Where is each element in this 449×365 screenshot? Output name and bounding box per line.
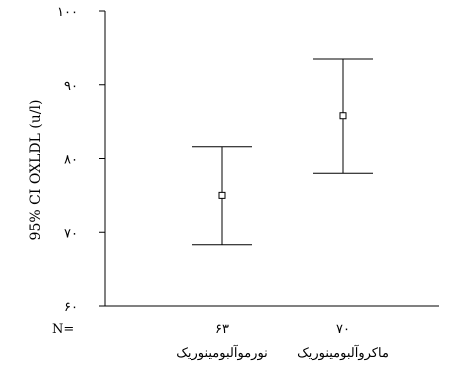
chart-axes bbox=[104, 11, 439, 307]
error-bar bbox=[313, 58, 373, 174]
category-n-count: ۷۰ bbox=[336, 322, 350, 337]
y-tick-label: ۱۰۰ bbox=[57, 5, 78, 20]
y-tick-label: ۷۰ bbox=[64, 226, 78, 241]
mean-marker bbox=[339, 112, 347, 120]
y-tick-label: ۶۰ bbox=[64, 300, 78, 315]
error-bars bbox=[192, 58, 373, 246]
category-n-count: ۶۳ bbox=[215, 322, 229, 337]
y-tick-label: ۸۰ bbox=[64, 153, 78, 168]
y-axis-title: 95% CI OXLDL (u/l) bbox=[28, 100, 44, 241]
error-bar bbox=[192, 146, 252, 246]
category-label: نورموآلبومینوریک bbox=[176, 344, 268, 361]
y-axis-ticks: ۶۰ ۷۰ ۸۰ ۹۰ ۱۰۰ bbox=[57, 5, 105, 315]
y-tick-label: ۹۰ bbox=[64, 79, 78, 94]
category-labels: ۶۳ نورموآلبومینوریک ۷۰ ماکروآلبومینوریک bbox=[176, 322, 389, 361]
n-prefix-label: N= bbox=[52, 322, 74, 337]
category-label: ماکروآلبومینوریک bbox=[297, 344, 389, 361]
mean-marker bbox=[218, 191, 226, 199]
